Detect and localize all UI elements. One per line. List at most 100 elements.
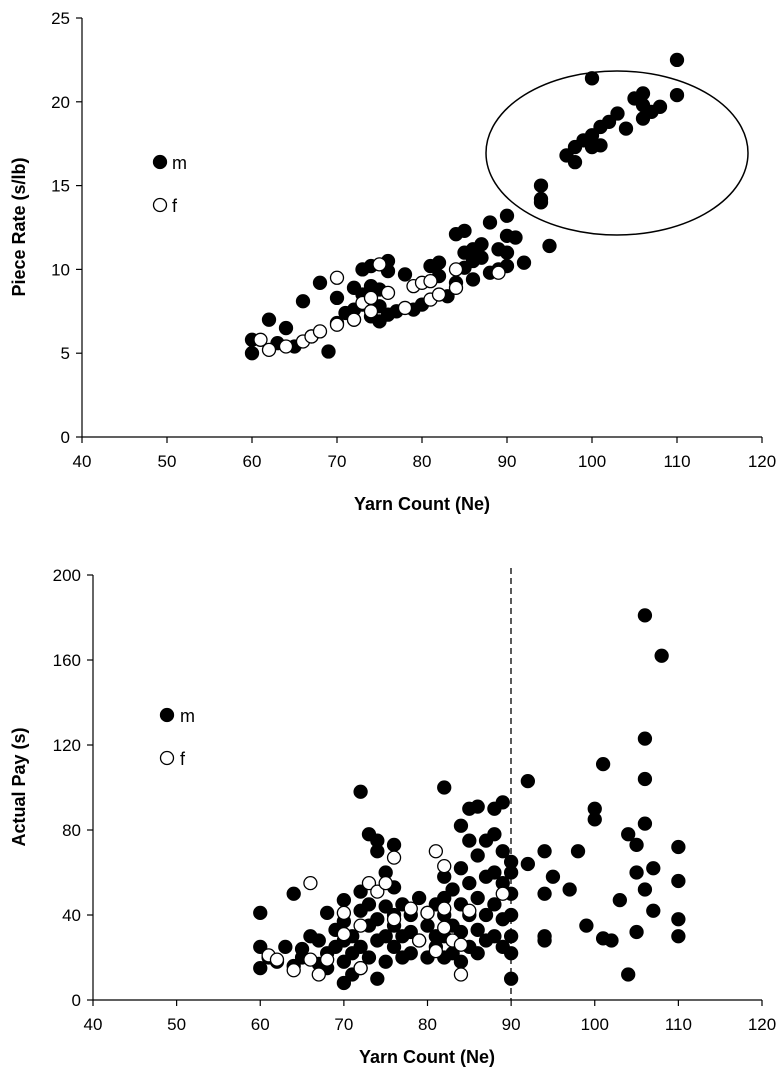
data-point-m — [420, 918, 435, 933]
data-point-f — [363, 304, 379, 319]
data-point-f — [303, 952, 318, 967]
y-axis-title: Piece Rate (s/lb) — [9, 157, 29, 296]
data-point-m — [470, 799, 485, 814]
data-point-f — [431, 287, 447, 302]
data-point-m — [503, 929, 519, 944]
data-point-f — [370, 884, 385, 899]
x-tick-label: 90 — [498, 452, 517, 471]
y-tick-label: 0 — [61, 428, 70, 447]
data-point-m — [453, 954, 469, 969]
data-point-f — [453, 967, 469, 982]
legend-label-m: m — [180, 706, 195, 726]
data-point-m — [470, 848, 485, 863]
y-tick-label: 0 — [72, 991, 81, 1010]
data-point-m — [584, 71, 600, 86]
data-point-m — [537, 933, 552, 948]
data-points — [253, 608, 686, 991]
data-point-m — [495, 844, 510, 859]
data-point-m — [353, 939, 368, 955]
data-point-m — [533, 178, 549, 193]
data-point-m — [361, 950, 377, 965]
data-point-m — [474, 250, 489, 265]
data-point-f — [372, 257, 387, 272]
y-tick-label: 25 — [51, 9, 70, 28]
data-point-m — [386, 837, 402, 853]
data-point-m — [329, 290, 345, 306]
data-point-m — [378, 954, 393, 969]
data-point-m — [453, 861, 469, 876]
x-tick-label: 40 — [84, 1015, 103, 1034]
data-point-m — [499, 245, 515, 260]
y-tick-label: 80 — [62, 821, 81, 840]
legend: m f — [159, 706, 195, 769]
data-point-m — [503, 907, 519, 923]
data-point-m — [503, 865, 519, 880]
data-point-m — [629, 837, 644, 853]
x-tick-label: 100 — [578, 452, 606, 471]
x-tick-label: 120 — [748, 1015, 776, 1034]
data-point-m — [567, 154, 583, 170]
data-point-m — [312, 275, 328, 290]
data-point-m — [261, 312, 277, 327]
legend-marker-f — [159, 750, 175, 766]
data-point-m — [520, 856, 535, 872]
data-point-m — [336, 892, 352, 908]
data-point-f — [491, 265, 506, 280]
data-point-m — [487, 897, 502, 912]
x-tick-label: 50 — [158, 452, 177, 471]
y-tick-label: 10 — [51, 260, 70, 279]
data-point-m — [671, 929, 686, 944]
highlight-ellipse — [485, 70, 749, 236]
data-point-m — [478, 907, 494, 923]
data-point-f — [353, 918, 368, 933]
data-point-m — [637, 816, 653, 831]
data-point-f — [495, 886, 510, 901]
legend-marker-f — [152, 197, 168, 213]
data-point-f — [353, 960, 368, 976]
y-tick-label: 20 — [51, 93, 70, 112]
data-point-f — [329, 317, 345, 332]
y-ticks: 0 5 10 15 20 25 — [51, 9, 82, 447]
data-point-m — [621, 827, 636, 842]
data-point-m — [437, 780, 452, 795]
data-point-m — [370, 833, 385, 848]
x-tick-label: 80 — [418, 1015, 437, 1034]
data-point-m — [336, 975, 352, 991]
data-point-m — [637, 608, 653, 623]
data-point-m — [537, 886, 552, 901]
data-point-m — [457, 223, 472, 239]
data-point-m — [629, 865, 644, 880]
data-point-m — [453, 818, 469, 833]
piece-rate-chart: 0 5 10 15 20 25 40 50 60 70 80 90 100 110 120 Piece R… — [9, 9, 776, 514]
data-point-m — [353, 784, 368, 799]
data-point-m — [370, 971, 385, 986]
x-tick-label: 110 — [665, 1015, 692, 1034]
data-point-m — [403, 924, 418, 940]
data-point-m — [637, 731, 653, 746]
data-point-m — [671, 839, 686, 855]
data-point-f — [462, 903, 477, 918]
data-point-m — [487, 827, 502, 842]
data-point-m — [671, 912, 686, 927]
data-point-m — [397, 267, 413, 282]
data-point-m — [495, 795, 510, 810]
data-point-m — [403, 946, 418, 961]
data-point-f — [411, 933, 427, 948]
data-point-m — [278, 939, 293, 955]
data-point-m — [311, 933, 326, 948]
data-point-m — [646, 903, 661, 918]
data-point-f — [346, 312, 362, 327]
legend-label-m: m — [172, 153, 187, 173]
data-point-f — [261, 342, 277, 357]
x-tick-label: 70 — [334, 1015, 353, 1034]
data-point-m — [601, 114, 617, 130]
y-tick-label: 160 — [53, 651, 81, 670]
data-point-f — [428, 943, 444, 959]
data-point-m — [646, 861, 661, 876]
y-tick-label: 200 — [53, 566, 81, 585]
data-point-m — [595, 756, 611, 772]
x-tick-label: 100 — [581, 1015, 609, 1034]
data-point-f — [286, 963, 301, 978]
data-point-m — [378, 929, 393, 944]
